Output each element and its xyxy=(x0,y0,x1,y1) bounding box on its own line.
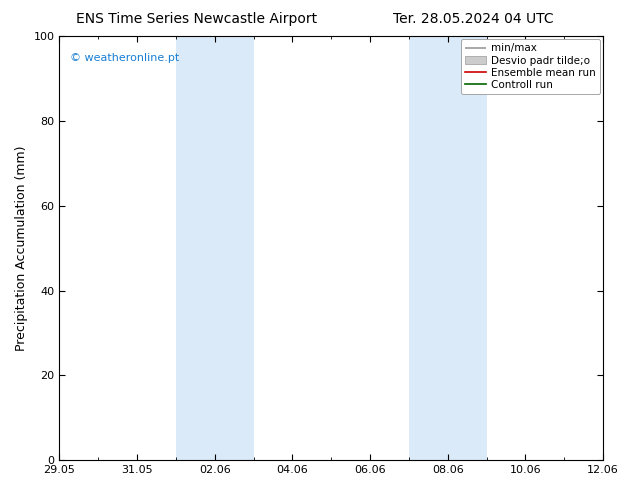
Text: Ter. 28.05.2024 04 UTC: Ter. 28.05.2024 04 UTC xyxy=(393,12,553,26)
Text: © weatheronline.pt: © weatheronline.pt xyxy=(70,53,179,63)
Legend: min/max, Desvio padr tilde;o, Ensemble mean run, Controll run: min/max, Desvio padr tilde;o, Ensemble m… xyxy=(461,39,600,94)
Bar xyxy=(176,36,254,460)
Bar xyxy=(409,36,487,460)
Y-axis label: Precipitation Accumulation (mm): Precipitation Accumulation (mm) xyxy=(15,146,28,351)
Text: ENS Time Series Newcastle Airport: ENS Time Series Newcastle Airport xyxy=(76,12,317,26)
